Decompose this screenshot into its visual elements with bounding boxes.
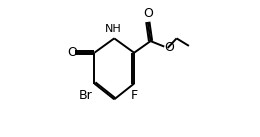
- Text: Br: Br: [79, 89, 92, 102]
- Text: O: O: [67, 46, 77, 59]
- Text: O: O: [164, 42, 174, 54]
- Text: O: O: [144, 7, 153, 20]
- Text: F: F: [131, 89, 138, 102]
- Text: NH: NH: [105, 24, 122, 34]
